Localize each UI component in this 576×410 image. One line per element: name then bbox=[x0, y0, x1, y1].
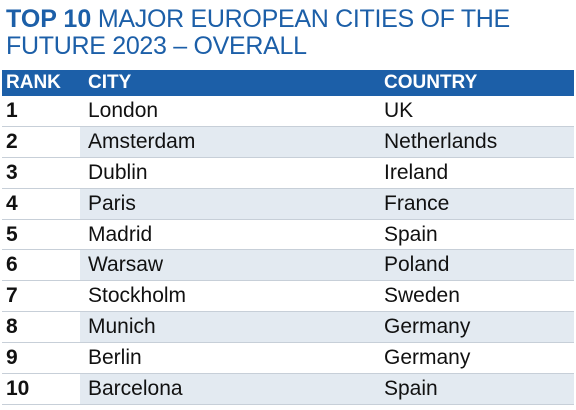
cell-city: Munich bbox=[88, 315, 156, 339]
cell-city: Madrid bbox=[88, 222, 153, 246]
cell-country: France bbox=[384, 191, 450, 215]
table-row: 3 Dublin Ireland bbox=[2, 157, 574, 189]
cell-rank: 9 bbox=[2, 343, 80, 374]
cell-rank: 5 bbox=[2, 219, 80, 250]
table-row: 7 Stockholm Sweden bbox=[2, 281, 574, 313]
table-row: 4 Paris France bbox=[2, 188, 574, 220]
cell-country: Ireland bbox=[384, 160, 449, 184]
table-body: 1 London UK 2 Amsterdam Netherlands 3 Dublin Ire… bbox=[2, 96, 574, 405]
table-row: 5 Madrid Spain bbox=[2, 219, 574, 251]
cell-country: Sweden bbox=[384, 284, 460, 308]
ranking-table: RANK CITY COUNTRY 1 London UK 2 Amsterdam Net… bbox=[2, 70, 574, 405]
cell-country: Germany bbox=[384, 315, 471, 339]
cell-rank: 8 bbox=[2, 312, 80, 343]
cell-city: London bbox=[88, 98, 159, 122]
header-country: COUNTRY bbox=[384, 72, 478, 93]
cell-city: Barcelona bbox=[88, 376, 183, 400]
title-rest: MAJOR EUROPEAN CITIES OF THE FUTURE 2023… bbox=[6, 5, 510, 60]
cell-city: Warsaw bbox=[88, 253, 164, 277]
cell-city: Dublin bbox=[88, 160, 148, 184]
cell-rank: 10 bbox=[2, 374, 80, 404]
cell-rank: 6 bbox=[2, 250, 80, 281]
title-bold: TOP 10 bbox=[6, 5, 92, 33]
table-row: 1 London UK bbox=[2, 96, 574, 127]
cell-rank: 7 bbox=[2, 281, 80, 312]
cell-rank: 1 bbox=[2, 96, 80, 126]
table-row: 8 Munich Germany bbox=[2, 312, 574, 344]
header-rank: RANK bbox=[6, 72, 61, 93]
cell-city: Stockholm bbox=[88, 284, 187, 308]
cell-country: Spain bbox=[384, 376, 438, 400]
cell-country: Germany bbox=[384, 346, 471, 370]
cell-country: Spain bbox=[384, 222, 438, 246]
table-row: 6 Warsaw Poland bbox=[2, 250, 574, 282]
table-row: 10 Barcelona Spain bbox=[2, 374, 574, 405]
cell-rank: 4 bbox=[2, 188, 80, 219]
cell-rank: 2 bbox=[2, 126, 80, 157]
cell-country: Netherlands bbox=[384, 129, 498, 153]
table-row: 2 Amsterdam Netherlands bbox=[2, 126, 574, 158]
cell-city: Amsterdam bbox=[88, 129, 196, 153]
header-city: CITY bbox=[88, 72, 132, 93]
cell-rank: 3 bbox=[2, 157, 80, 188]
cell-city: Paris bbox=[88, 191, 136, 215]
table-header: RANK CITY COUNTRY bbox=[2, 70, 574, 96]
cell-country: UK bbox=[384, 98, 414, 122]
cell-country: Poland bbox=[384, 253, 450, 277]
table-row: 9 Berlin Germany bbox=[2, 343, 574, 375]
cell-city: Berlin bbox=[88, 346, 142, 370]
page-title: TOP 10 MAJOR EUROPEAN CITIES OF THE FUTU… bbox=[6, 6, 572, 60]
